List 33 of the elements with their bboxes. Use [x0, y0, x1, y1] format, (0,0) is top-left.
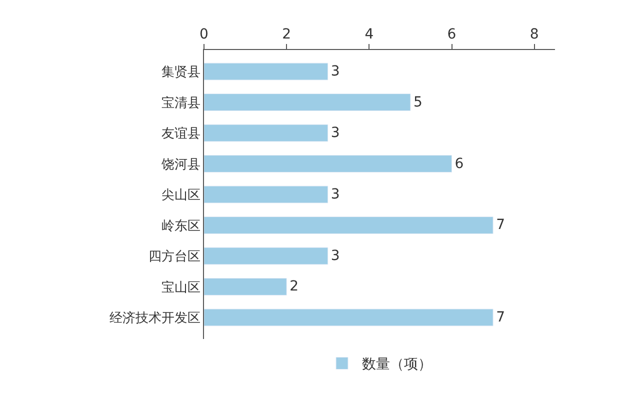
bar: [204, 308, 494, 326]
y-tick-label: 岭东区: [161, 218, 200, 234]
x-tick-label: 2: [282, 26, 292, 42]
bar: [204, 62, 328, 80]
data-label: 5: [413, 94, 422, 110]
legend-label: 数量（项）: [362, 356, 432, 373]
data-label: 7: [496, 217, 505, 234]
bar: [204, 155, 452, 172]
x-tick-label: 8: [530, 26, 539, 42]
y-tick-label: 四方台区: [148, 248, 200, 265]
bar: [204, 216, 494, 234]
data-label: 6: [454, 156, 464, 172]
bar: [204, 94, 411, 111]
data-label: 3: [330, 248, 340, 264]
y-tick-label: 友谊县: [161, 126, 200, 142]
y-tick-label: 尖山区: [161, 188, 200, 204]
data-label: 2: [290, 278, 299, 295]
data-label: 3: [330, 64, 340, 80]
x-tick-label: 0: [200, 26, 208, 42]
bar: [204, 278, 287, 296]
bar: [204, 124, 328, 142]
y-tick-label: 经济技术开发区: [109, 311, 200, 326]
y-tick-label: 集贤县: [161, 65, 200, 80]
data-label: 3: [330, 125, 340, 142]
y-tick-label: 宝山区: [161, 279, 200, 296]
x-tick-label: 6: [447, 26, 456, 42]
data-label: 3: [330, 186, 340, 202]
y-tick-label: 饶河县: [160, 157, 200, 172]
x-tick-label: 4: [364, 26, 374, 42]
y-tick-label: 宝清县: [161, 94, 200, 111]
data-label: 7: [496, 309, 505, 326]
bar: [204, 186, 328, 204]
bar: [204, 247, 328, 265]
